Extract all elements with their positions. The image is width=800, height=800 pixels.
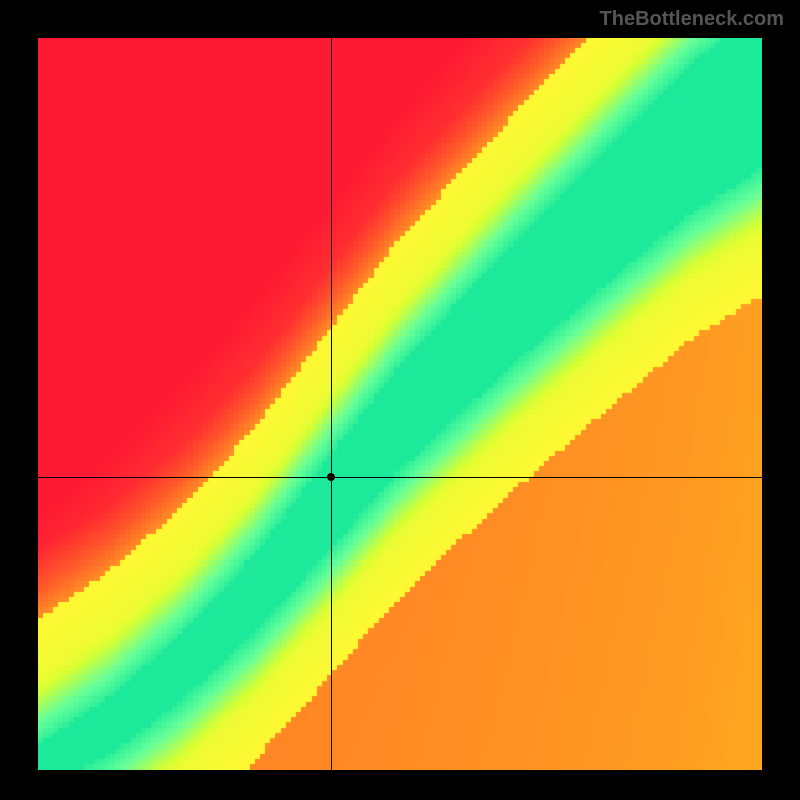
chart-frame — [38, 38, 762, 770]
heatmap-canvas — [38, 38, 762, 770]
watermark-text: TheBottleneck.com — [600, 8, 784, 31]
crosshair-vertical — [331, 38, 332, 770]
bottleneck-marker-point — [327, 473, 335, 481]
crosshair-horizontal — [38, 477, 762, 478]
chart-container: TheBottleneck.com — [0, 0, 800, 800]
